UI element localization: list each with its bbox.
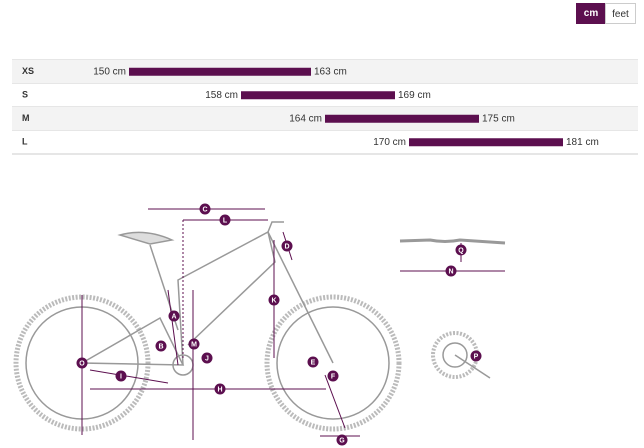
- height-range-bar: [409, 138, 563, 147]
- marker-badge: [455, 244, 467, 256]
- marker-badge: [188, 338, 200, 350]
- marker-letter: H: [217, 386, 222, 393]
- marker-letter: P: [474, 353, 479, 360]
- row-background: [12, 83, 638, 107]
- row-background: [12, 107, 638, 131]
- marker-badge: [201, 352, 213, 364]
- row-background: [12, 130, 638, 154]
- max-label: 181 cm: [566, 137, 599, 148]
- unit-feet[interactable]: feet: [605, 3, 636, 24]
- max-label: 163 cm: [314, 66, 347, 77]
- marker-badge: [327, 370, 339, 382]
- marker-letter: K: [271, 297, 276, 304]
- marker-badge: [281, 240, 293, 252]
- height-range-bar: [325, 114, 479, 123]
- marker-letter: F: [331, 373, 336, 380]
- min-label: 170 cm: [373, 137, 406, 148]
- marker-letter: I: [120, 373, 122, 380]
- marker-badge: [336, 434, 348, 446]
- marker-letter: L: [223, 217, 228, 224]
- marker-badge: [307, 356, 319, 368]
- bike-illustration: [13, 221, 506, 432]
- min-label: 164 cm: [289, 113, 322, 124]
- marker-badge: [168, 310, 180, 322]
- size-label: XS: [22, 66, 34, 76]
- size-label: M: [22, 113, 30, 123]
- marker-letter: G: [339, 437, 345, 444]
- marker-letter: E: [311, 359, 316, 366]
- marker-letter: A: [171, 313, 176, 320]
- measure-lines: [81, 208, 505, 440]
- marker-badge: [219, 214, 231, 226]
- marker-badge: [268, 294, 280, 306]
- size-label: S: [22, 90, 28, 100]
- marker-badge: [214, 383, 226, 395]
- marker-letter: C: [202, 206, 207, 213]
- max-label: 175 cm: [482, 113, 515, 124]
- marker-letter: J: [205, 355, 209, 362]
- marker-badge: [470, 350, 482, 362]
- marker-badge: [445, 265, 457, 277]
- min-label: 150 cm: [93, 66, 126, 77]
- marker-badge: [115, 370, 127, 382]
- height-range-bar: [241, 91, 395, 100]
- height-range-bar: [129, 67, 311, 76]
- marker-letter: O: [79, 360, 85, 367]
- marker-letter: M: [191, 341, 197, 348]
- max-label: 169 cm: [398, 90, 431, 101]
- marker-letter: N: [448, 268, 453, 275]
- marker-badge: [199, 203, 211, 215]
- size-label: L: [22, 137, 28, 147]
- marker-letter: B: [158, 343, 163, 350]
- min-label: 158 cm: [205, 90, 238, 101]
- marker-letter: Q: [458, 247, 464, 254]
- marker-letter: D: [284, 243, 289, 250]
- marker-badge: [155, 340, 167, 352]
- marker-badge: [76, 357, 88, 369]
- unit-cm[interactable]: cm: [576, 3, 606, 24]
- row-background: [12, 60, 638, 84]
